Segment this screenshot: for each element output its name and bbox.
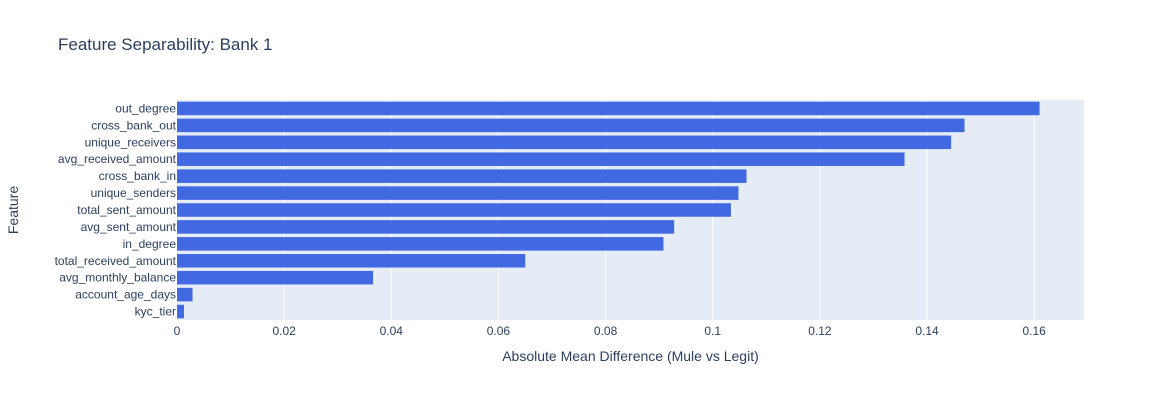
- x-tick-label: 0.04: [380, 324, 404, 338]
- x-tick-label: 0.1: [704, 324, 721, 338]
- x-tick-label: 0.08: [594, 324, 618, 338]
- y-tick-label: unique_receivers: [85, 135, 176, 149]
- bar-in_degree: [177, 237, 664, 251]
- x-tick-label: 0.12: [808, 324, 832, 338]
- y-axis-title: Feature: [5, 186, 21, 234]
- bar-out_degree: [177, 101, 1040, 116]
- bars: [177, 101, 1040, 319]
- y-tick-label: avg_sent_amount: [81, 220, 177, 234]
- bar-avg_monthly_balance: [177, 270, 374, 285]
- bar-cross_bank_in: [177, 169, 747, 183]
- y-tick-label: kyc_tier: [135, 305, 176, 319]
- x-tick-label: 0.06: [487, 324, 511, 338]
- y-tick-label: avg_monthly_balance: [59, 271, 176, 285]
- y-tick-label: cross_bank_in: [99, 169, 176, 183]
- bar-total_received_amount: [177, 254, 526, 268]
- y-tick-label: total_sent_amount: [77, 203, 176, 217]
- bar-kyc_tier: [177, 304, 184, 319]
- y-tick-label: unique_senders: [91, 186, 176, 200]
- y-tick-label: account_age_days: [75, 288, 176, 302]
- x-tick-labels: 0 0.02 0.04 0.06 0.08 0.1 0.12 0.14 0.16: [174, 324, 1047, 338]
- bar-account_age_days: [177, 287, 193, 302]
- x-axis-title: Absolute Mean Difference (Mule vs Legit): [502, 348, 759, 364]
- x-tick-label: 0.02: [272, 324, 296, 338]
- bar-cross_bank_out: [177, 118, 965, 133]
- bar-avg_received_amount: [177, 152, 905, 166]
- y-tick-labels: out_degree cross_bank_out unique_receivers…: [55, 101, 177, 318]
- bar-avg_sent_amount: [177, 220, 675, 234]
- bar-total_sent_amount: [177, 203, 731, 217]
- chart-title: Feature Separability: Bank 1: [58, 35, 273, 54]
- x-tick-label: 0.16: [1022, 324, 1046, 338]
- x-tick-label: 0: [174, 324, 181, 338]
- y-tick-label: cross_bank_out: [91, 118, 176, 132]
- bar-unique_receivers: [177, 135, 952, 150]
- y-tick-label: out_degree: [115, 101, 176, 115]
- y-tick-label: in_degree: [123, 237, 177, 251]
- y-tick-label: avg_received_amount: [58, 152, 177, 166]
- y-tick-label: total_received_amount: [55, 254, 177, 268]
- bar-unique_senders: [177, 186, 739, 200]
- x-tick-label: 0.14: [915, 324, 939, 338]
